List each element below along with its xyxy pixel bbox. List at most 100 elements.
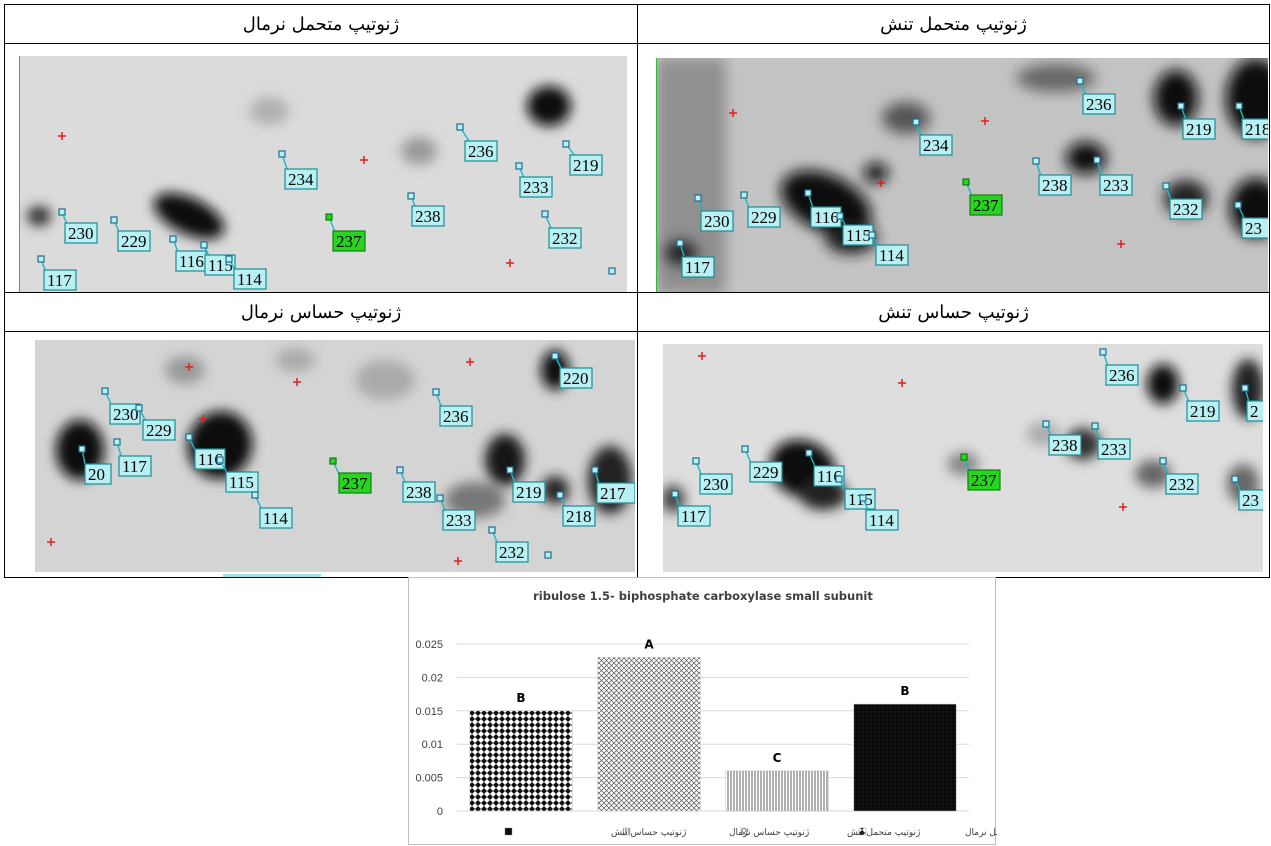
- svg-text:237: 237: [971, 471, 997, 490]
- gel-tolerant-normal: 236 219 234 233 238 230 229 237: [19, 56, 627, 292]
- bar-chart-svg: ribulose 1.5- biphosphate carboxylase sm…: [415, 589, 997, 838]
- svg-text:117: 117: [122, 457, 147, 476]
- legend-label: ژنوتیپ حساس نرمال: [729, 828, 809, 838]
- gel-tolerant-stress: 236 219 218 234 238 233 237 230: [656, 58, 1268, 292]
- y-tick-label: 0: [437, 806, 443, 818]
- svg-text:229: 229: [753, 463, 779, 482]
- gel-sensitive-normal-image: 220 236 230 229 116 117 20 115 2: [35, 340, 635, 572]
- svg-text:238: 238: [1052, 436, 1078, 455]
- sensitive-normal-spots: 220 236 230 229 116 117 20 115 2: [78, 352, 635, 563]
- gel-tolerant-stress-image: 236 219 218 234 238 233 237 230: [656, 58, 1268, 292]
- svg-text:219: 219: [516, 483, 542, 502]
- svg-text:115: 115: [229, 473, 254, 492]
- bar: [469, 710, 573, 812]
- svg-text:238: 238: [1042, 176, 1068, 195]
- svg-text:229: 229: [121, 232, 147, 251]
- bar: [597, 657, 701, 812]
- svg-text:232: 232: [1169, 475, 1195, 494]
- bar: [725, 770, 829, 812]
- legend-swatch: [504, 827, 513, 836]
- gel-image-grid: ژنوتیپ متحمل نرمال ژنوتیپ متحمل تنش: [4, 4, 1270, 578]
- y-tick-label: 0.015: [415, 706, 443, 718]
- bar-data-label: B: [900, 684, 909, 698]
- svg-text:114: 114: [263, 509, 288, 528]
- panel-tolerant-stress: 236 219 218 234 238 233 237 230: [637, 43, 1270, 293]
- panel-sensitive-normal: 220 236 230 229 116 117 20 115 2: [4, 331, 638, 578]
- svg-text:23: 23: [1242, 491, 1259, 510]
- svg-text:238: 238: [415, 207, 441, 226]
- svg-text:236: 236: [1086, 95, 1112, 114]
- svg-text:232: 232: [552, 229, 578, 248]
- svg-text:233: 233: [1103, 176, 1129, 195]
- gel-sensitive-stress: 236 219 2 238 233 230 229 116 23: [663, 344, 1263, 572]
- sensitive-stress-spots: 236 219 2 238 233 230 229 116 23: [671, 348, 1263, 531]
- tolerant-normal-crosses: [58, 132, 514, 267]
- legend-swatch: [622, 827, 631, 836]
- gel-tolerant-normal-image: 236 219 234 233 238 230 229 237: [19, 56, 627, 292]
- header-sensitive-normal-text: ژنوتیپ حساس نرمال: [240, 301, 402, 323]
- svg-text:218: 218: [566, 507, 592, 526]
- header-tolerant-stress: ژنوتیپ متحمل تنش: [637, 4, 1270, 44]
- svg-text:230: 230: [68, 224, 94, 243]
- tolerant-normal-spots: 236 219 234 233 238 230 229 237: [37, 123, 616, 291]
- svg-text:2: 2: [1250, 402, 1259, 421]
- legend-label: ژنوتیپ متحمل تنش: [847, 828, 920, 838]
- y-tick-label: 0.02: [422, 672, 443, 684]
- svg-text:230: 230: [703, 475, 729, 494]
- svg-text:230: 230: [113, 405, 139, 424]
- svg-text:237: 237: [336, 232, 362, 251]
- svg-text:234: 234: [288, 170, 314, 189]
- chart-bars: [469, 657, 957, 812]
- svg-text:232: 232: [1173, 200, 1199, 219]
- gel-sensitive-normal: 220 236 230 229 116 117 20 115 2: [35, 340, 635, 572]
- svg-text:117: 117: [47, 271, 72, 290]
- svg-text:218: 218: [1245, 120, 1268, 139]
- svg-text:219: 219: [573, 156, 599, 175]
- svg-text:116: 116: [814, 208, 839, 227]
- legend-label: ژنوتیپ حساس تنش: [611, 828, 686, 838]
- spot-label: 236: [468, 142, 494, 161]
- y-tick-label: 0.005: [415, 773, 443, 785]
- bar-data-label: C: [773, 751, 782, 765]
- header-sensitive-normal: ژنوتیپ حساس نرمال: [4, 292, 638, 332]
- svg-text:229: 229: [751, 208, 777, 227]
- panel-tolerant-normal: 236 219 234 233 238 230 229 237: [4, 43, 638, 293]
- svg-text:114: 114: [879, 246, 904, 265]
- svg-text:23: 23: [1245, 219, 1262, 238]
- panel-sensitive-stress: 236 219 2 238 233 230 229 116 23: [637, 331, 1270, 578]
- legend-label: ژنوتیپ متحمل نرمال: [965, 828, 997, 838]
- svg-text:114: 114: [869, 511, 894, 530]
- svg-text:220: 220: [563, 369, 589, 388]
- svg-text:116: 116: [198, 450, 223, 469]
- bar-chart: ribulose 1.5- biphosphate carboxylase sm…: [408, 577, 997, 845]
- svg-text:232: 232: [499, 543, 525, 562]
- svg-text:236: 236: [443, 407, 469, 426]
- tolerant-stress-spots: 236 219 218 234 238 233 237 230: [676, 77, 1268, 278]
- y-tick-label: 0.01: [422, 739, 443, 751]
- svg-text:233: 233: [446, 511, 472, 530]
- svg-text:20: 20: [88, 465, 105, 484]
- svg-text:230: 230: [704, 212, 730, 231]
- chart-legend: ژنوتیپ متحمل نرمال ژنوتیپ متحمل تنش ژنوتیپ…: [504, 827, 997, 838]
- header-sensitive-stress: ژنوتیپ حساس تنش: [637, 292, 1270, 332]
- svg-text:114: 114: [237, 270, 262, 289]
- svg-text:217: 217: [600, 484, 626, 503]
- svg-text:238: 238: [406, 483, 432, 502]
- data-labels: B A C B: [516, 637, 909, 765]
- legend-swatch: [858, 827, 867, 836]
- svg-text:219: 219: [1186, 120, 1212, 139]
- svg-text:219: 219: [1190, 402, 1216, 421]
- svg-text:237: 237: [973, 196, 999, 215]
- svg-text:229: 229: [146, 421, 172, 440]
- svg-text:237: 237: [342, 474, 368, 493]
- y-tick-label: 0.025: [415, 639, 443, 651]
- svg-text:233: 233: [523, 178, 549, 197]
- legend-swatch: [740, 827, 749, 836]
- y-axis-ticks: 0 0.005 0.01 0.015 0.02 0.025: [415, 639, 443, 818]
- chart-title: ribulose 1.5- biphosphate carboxylase sm…: [533, 589, 873, 603]
- header-tolerant-normal: ژنوتیپ متحمل نرمال: [4, 4, 638, 44]
- svg-text:115: 115: [846, 226, 871, 245]
- svg-text:116: 116: [179, 252, 204, 271]
- gel-sensitive-stress-image: 236 219 2 238 233 230 229 116 23: [663, 344, 1263, 572]
- svg-text:233: 233: [1101, 440, 1127, 459]
